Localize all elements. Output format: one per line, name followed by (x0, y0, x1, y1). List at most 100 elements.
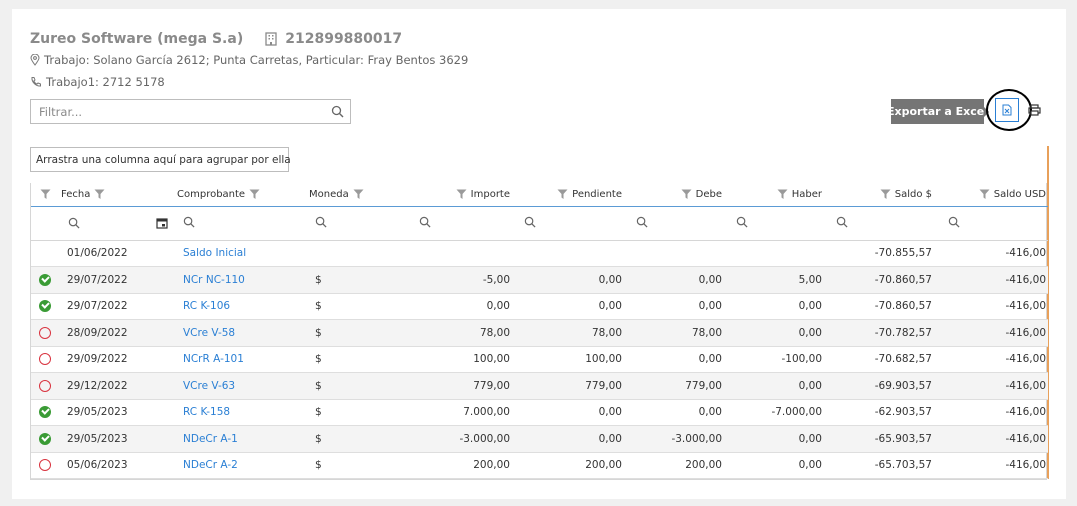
search-icon[interactable] (636, 216, 648, 228)
col-importe[interactable]: Importe (407, 183, 512, 207)
search-icon[interactable] (948, 216, 960, 228)
tax-id: 212899880017 (285, 31, 403, 47)
table-row[interactable]: 05/06/2023 NDeCr A-2 $200,00 200,00 200,00 0,… (31, 452, 1048, 479)
cell-importe: -3.000,00 (407, 425, 512, 453)
status-cell (31, 425, 59, 453)
address-text: Trabajo: Solano García 2612; Punta Carre… (44, 53, 469, 67)
print-button[interactable] (1028, 104, 1041, 119)
col-status[interactable] (31, 183, 59, 207)
table-row[interactable]: 29/05/2023 RC K-158 $7.000,00 0,00 0,00 -7.00… (31, 399, 1048, 426)
cell-haber (724, 240, 824, 267)
col-comprobante[interactable]: Comprobante (175, 183, 307, 207)
search-icon[interactable] (836, 216, 848, 228)
pending-circle-icon (39, 353, 51, 366)
search-icon[interactable] (315, 216, 327, 228)
cell-fecha: 28/09/2022 (59, 319, 175, 347)
cell-saldo: -70.855,57 (824, 240, 934, 267)
table-row[interactable]: 29/05/2023 NDeCr A-1 $ -3.000,00 0,00 -3.000,… (31, 425, 1048, 453)
cell-saldo: -70.682,57 (824, 346, 934, 373)
filter-icon[interactable] (979, 189, 990, 200)
cell-comprobante[interactable]: RC K-106 (175, 293, 307, 320)
col-debe[interactable]: Debe (624, 183, 724, 207)
status-cell (31, 372, 59, 400)
cell-haber: -100,00 (724, 346, 824, 373)
search-icon[interactable] (524, 216, 536, 228)
cell-saldo-usd: -416,00 (934, 240, 1048, 267)
search-icon[interactable] (736, 216, 748, 228)
filter-icon[interactable] (94, 189, 105, 200)
cell-fecha: 29/07/2022 (59, 293, 175, 320)
importe-search-cell[interactable] (407, 206, 512, 241)
table-row[interactable]: 29/09/2022 NCrR A-101 $100,00 100,00 0,00 -10… (31, 346, 1048, 373)
filter-icon[interactable] (40, 189, 51, 200)
filter-icon[interactable] (557, 189, 568, 200)
haber-search-cell[interactable] (724, 206, 824, 241)
cell-comprobante[interactable]: NDeCr A-2 (175, 452, 307, 479)
cell-haber: 0,00 (724, 372, 824, 400)
map-pin-icon (30, 54, 40, 66)
cell-comprobante[interactable]: Saldo Inicial (175, 240, 307, 267)
calendar-icon[interactable] (156, 217, 168, 229)
comprobante-search-cell[interactable] (175, 206, 307, 241)
cell-haber: 0,00 (724, 293, 824, 320)
highlight-circle (986, 89, 1032, 131)
cell-debe: 0,00 (624, 293, 724, 320)
table-row[interactable]: 01/06/2022 Saldo Inicial -70.855,57 -416,00 (31, 240, 1048, 267)
pendiente-search-cell[interactable] (512, 206, 624, 241)
col-haber[interactable]: Haber (724, 183, 824, 207)
fecha-search-cell[interactable] (59, 206, 175, 241)
search-icon[interactable] (183, 216, 195, 228)
cell-debe (624, 240, 724, 267)
cell-debe: 0,00 (624, 399, 724, 426)
status-cell (31, 399, 59, 426)
cell-debe: -3.000,00 (624, 425, 724, 453)
status-cell (31, 346, 59, 373)
filter-icon[interactable] (681, 189, 692, 200)
cell-importe: 779,00 (407, 372, 512, 400)
filter-icon[interactable] (353, 189, 364, 200)
check-circle-icon (39, 432, 51, 445)
cell-comprobante[interactable]: NCrR A-101 (175, 346, 307, 373)
search-icon[interactable] (331, 105, 344, 118)
cell-importe: 7.000,00 (407, 399, 512, 426)
cell-comprobante[interactable]: RC K-158 (175, 399, 307, 426)
moneda-search-cell[interactable] (307, 206, 407, 241)
filter-icon[interactable] (880, 189, 891, 200)
filter-icon[interactable] (249, 189, 260, 200)
search-icon[interactable] (419, 216, 431, 228)
search-icon[interactable] (68, 217, 80, 229)
col-fecha[interactable]: Fecha (59, 183, 175, 207)
cell-saldo: -65.703,57 (824, 452, 934, 479)
cell-pendiente: 0,00 (512, 399, 624, 426)
col-saldo[interactable]: Saldo $ (824, 183, 934, 207)
group-panel[interactable]: Arrastra una columna aquí para agrupar p… (30, 147, 291, 172)
printer-icon (1028, 104, 1041, 116)
filter-input[interactable] (31, 100, 321, 123)
table-row[interactable]: 28/09/2022 VCre V-58 $78,00 78,00 78,00 0,00-… (31, 319, 1048, 347)
phone-icon (31, 77, 41, 87)
debe-search-cell[interactable] (624, 206, 724, 241)
cell-moneda: $ (307, 425, 407, 453)
cell-moneda (307, 240, 407, 267)
col-moneda[interactable]: Moneda (307, 183, 407, 207)
table-row[interactable]: 29/07/2022 NCr NC-110 $ -5,00 0,00 0,00 5,00 -7… (31, 266, 1048, 294)
saldo-usd-search-cell[interactable] (934, 206, 1048, 241)
table-row[interactable]: 29/12/2022 VCre V-63 $779,00 779,00 779,00 0,… (31, 372, 1048, 400)
pending-circle-icon (39, 326, 51, 339)
cell-haber: -7.000,00 (724, 399, 824, 426)
cell-moneda: $ (307, 346, 407, 373)
col-saldo-usd[interactable]: Saldo USD (934, 183, 1048, 207)
filter-icon[interactable] (456, 189, 467, 200)
table-row[interactable]: 29/07/2022 RC K-106 $0,00 0,00 0,00 0,00 -70.8… (31, 293, 1048, 320)
cell-comprobante[interactable]: NCr NC-110 (175, 266, 307, 294)
cell-saldo-usd: -416,00 (934, 346, 1048, 373)
cell-pendiente: 0,00 (512, 293, 624, 320)
pending-circle-icon (39, 379, 51, 392)
filter-icon[interactable] (777, 189, 788, 200)
cell-comprobante[interactable]: VCre V-63 (175, 372, 307, 400)
saldo-search-cell[interactable] (824, 206, 934, 241)
statement-panel: Zureo Software (mega S.a) 212899880017 T… (12, 9, 1066, 499)
col-pendiente[interactable]: Pendiente (512, 183, 624, 207)
cell-comprobante[interactable]: NDeCr A-1 (175, 425, 307, 453)
cell-comprobante[interactable]: VCre V-58 (175, 319, 307, 347)
